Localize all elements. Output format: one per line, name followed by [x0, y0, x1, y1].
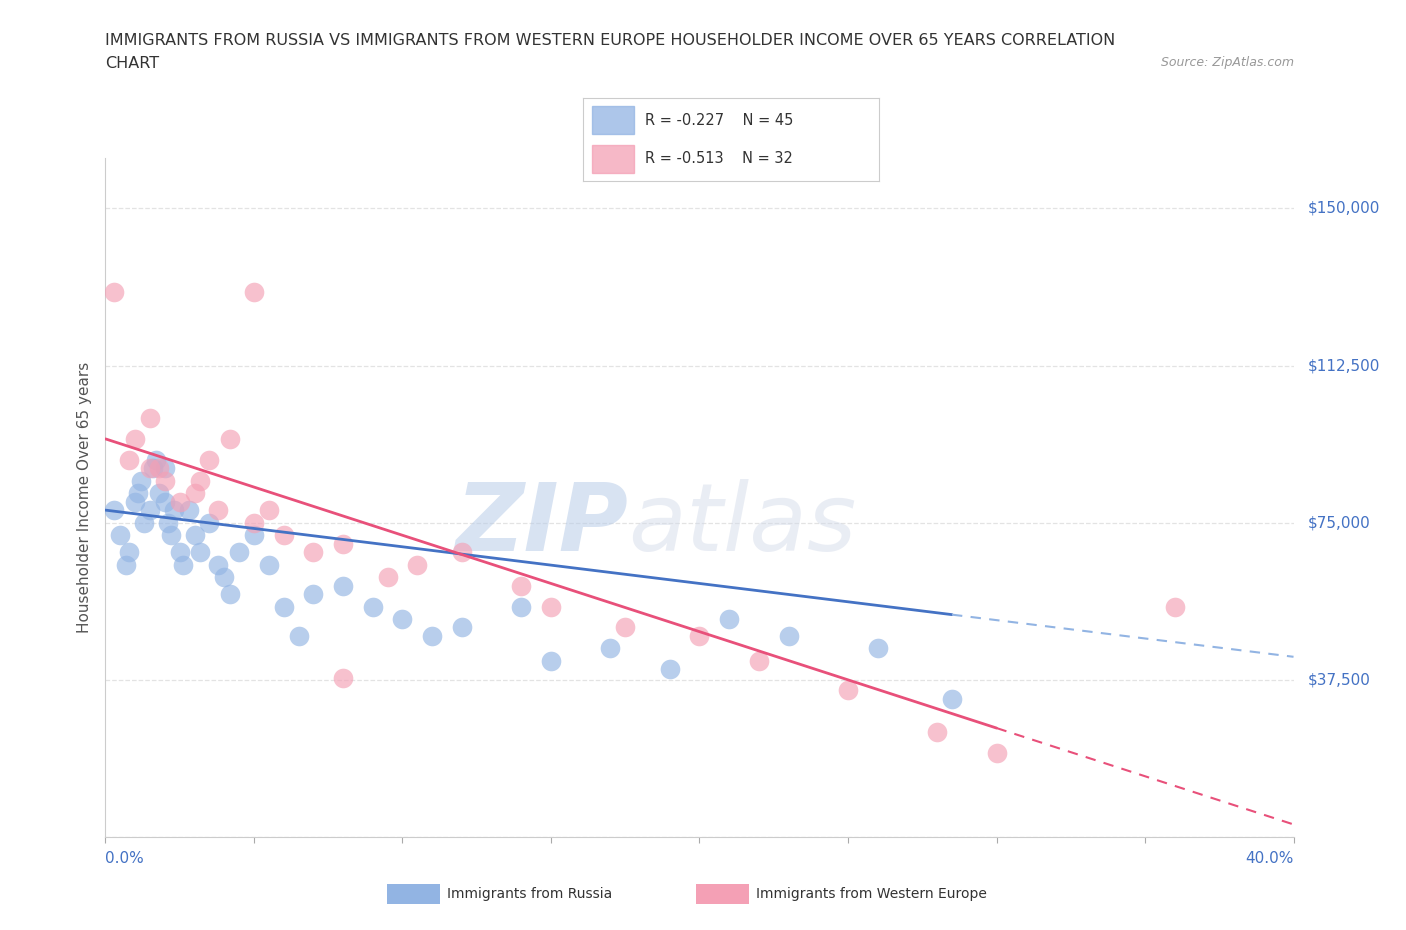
Point: [540, 599, 562, 614]
Point: [866, 641, 889, 656]
Point: [243, 528, 266, 543]
Y-axis label: Householder Income Over 65 years: Householder Income Over 65 years: [76, 362, 91, 633]
Text: Immigrants from Russia: Immigrants from Russia: [447, 886, 613, 901]
Text: ZIP: ZIP: [456, 479, 628, 571]
Point: [153, 473, 176, 488]
Point: [124, 432, 146, 446]
Point: [219, 432, 242, 446]
Point: [510, 578, 533, 593]
Text: 40.0%: 40.0%: [1246, 851, 1294, 866]
Point: [391, 612, 413, 627]
Point: [124, 495, 146, 510]
Point: [159, 528, 181, 543]
Point: [214, 570, 236, 585]
Point: [198, 452, 221, 467]
Point: [510, 599, 533, 614]
Point: [718, 612, 741, 627]
Text: R = -0.513    N = 32: R = -0.513 N = 32: [645, 152, 793, 166]
Point: [257, 557, 280, 572]
Point: [599, 641, 621, 656]
Text: Immigrants from Western Europe: Immigrants from Western Europe: [756, 886, 987, 901]
Point: [183, 485, 205, 500]
Point: [142, 460, 165, 475]
Point: [190, 473, 212, 488]
Point: [748, 654, 770, 669]
Point: [332, 578, 354, 593]
Point: [377, 570, 399, 585]
Point: [110, 528, 132, 543]
Point: [153, 495, 176, 510]
Bar: [592, 144, 634, 173]
Point: [243, 285, 266, 299]
Point: [540, 654, 562, 669]
Text: IMMIGRANTS FROM RUSSIA VS IMMIGRANTS FROM WESTERN EUROPE HOUSEHOLDER INCOME OVER: IMMIGRANTS FROM RUSSIA VS IMMIGRANTS FRO…: [105, 33, 1116, 47]
Point: [190, 545, 212, 560]
Point: [207, 503, 229, 518]
Point: [837, 683, 859, 698]
Text: Source: ZipAtlas.com: Source: ZipAtlas.com: [1160, 56, 1294, 69]
Point: [129, 473, 152, 488]
Point: [103, 503, 125, 518]
Point: [169, 545, 191, 560]
Point: [273, 599, 295, 614]
Point: [658, 662, 681, 677]
Point: [177, 503, 200, 518]
Text: $112,500: $112,500: [1308, 358, 1381, 373]
Point: [156, 515, 179, 530]
Point: [302, 587, 325, 602]
Text: $150,000: $150,000: [1308, 201, 1381, 216]
Text: 0.0%: 0.0%: [105, 851, 145, 866]
Point: [118, 452, 141, 467]
Point: [183, 528, 205, 543]
Point: [115, 557, 138, 572]
Point: [406, 557, 429, 572]
Point: [145, 452, 167, 467]
Point: [778, 629, 800, 644]
Point: [927, 724, 949, 739]
Point: [332, 671, 354, 685]
Point: [169, 495, 191, 510]
Point: [118, 545, 141, 560]
Point: [420, 629, 443, 644]
Point: [689, 629, 711, 644]
Point: [148, 485, 170, 500]
Point: [139, 460, 162, 475]
Point: [450, 620, 472, 635]
Point: [198, 515, 221, 530]
Point: [139, 503, 162, 518]
Point: [243, 515, 266, 530]
Point: [132, 515, 155, 530]
Point: [287, 629, 309, 644]
Point: [207, 557, 229, 572]
Point: [153, 460, 176, 475]
Point: [172, 557, 194, 572]
Bar: [592, 106, 634, 135]
Point: [127, 485, 149, 500]
Text: CHART: CHART: [105, 56, 159, 71]
Point: [139, 410, 162, 425]
Text: $75,000: $75,000: [1308, 515, 1371, 530]
Point: [219, 587, 242, 602]
Point: [148, 460, 170, 475]
Point: [941, 691, 963, 706]
Text: R = -0.227    N = 45: R = -0.227 N = 45: [645, 113, 794, 127]
Point: [450, 545, 472, 560]
Point: [361, 599, 384, 614]
Point: [103, 285, 125, 299]
Point: [614, 620, 637, 635]
Text: $37,500: $37,500: [1308, 672, 1371, 687]
Point: [1164, 599, 1187, 614]
Point: [302, 545, 325, 560]
Point: [228, 545, 250, 560]
Point: [163, 503, 186, 518]
Point: [257, 503, 280, 518]
Point: [986, 746, 1008, 761]
Point: [332, 537, 354, 551]
Text: atlas: atlas: [628, 479, 856, 570]
Point: [273, 528, 295, 543]
